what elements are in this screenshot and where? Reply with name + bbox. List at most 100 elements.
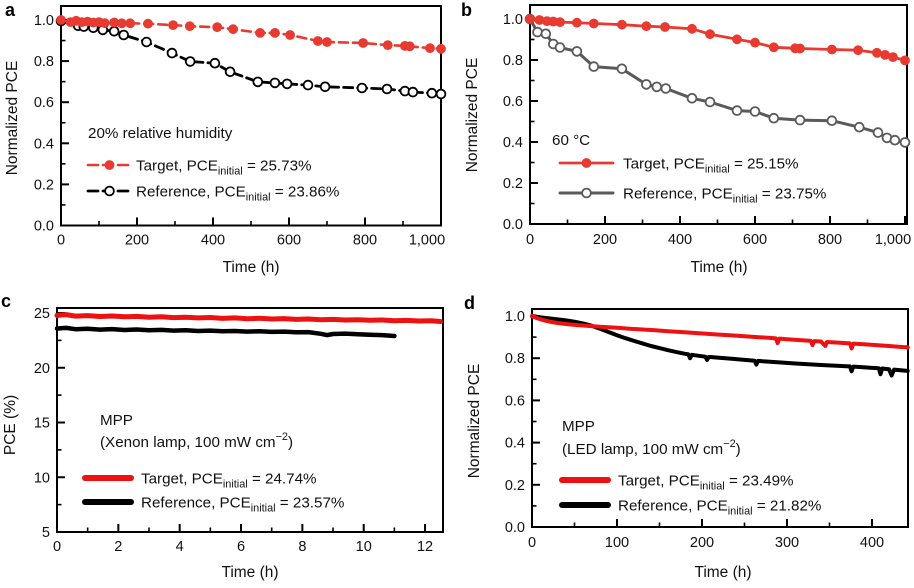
data-point-reference	[853, 121, 865, 133]
data-point-target	[705, 29, 715, 40]
panel-letter-c: c	[1, 291, 12, 311]
chart-a-svg: 0 200 400 600 800 1,000 0.0 0.2 0.4 0.6 0.8 1.0 Time…	[4, 5, 447, 276]
data-point-target	[641, 21, 652, 32]
x-tick-label: 8	[298, 539, 306, 555]
data-point-target	[143, 18, 153, 29]
y-tick-label: 0.6	[503, 94, 523, 110]
legend-marker-reference	[104, 185, 115, 197]
y-tick-label: 0.4	[503, 135, 523, 151]
x-axis-title: Time (h)	[694, 564, 751, 581]
data-point-target	[795, 43, 805, 54]
data-point-reference	[749, 106, 761, 117]
data-point-target	[617, 19, 627, 30]
chart-d-svg: 0 100 200 300 400 0.0 0.2 0.4 0.6 0.8 1.0 Time (h) N…	[466, 308, 910, 581]
data-point-target	[660, 22, 670, 32]
y-tick-label: 0.8	[503, 53, 523, 69]
annotation-text: MPP	[562, 418, 595, 435]
data-point-target	[184, 21, 195, 32]
x-tick-label: 10	[356, 539, 372, 555]
data-point-target	[436, 43, 446, 54]
annotation-text: (LED lamp, 100 mW cm−2)	[562, 438, 741, 458]
y-tick-label: 0.4	[34, 136, 54, 152]
chart-c-svg: 0 2 4 6 8 10 12 5 10 15 20 25 Time (h) PCE (%) MPP (Xen…	[2, 306, 444, 581]
series-line-reference	[530, 314, 910, 378]
y-tick-label: 5	[42, 525, 50, 541]
data-point-reference	[889, 134, 901, 146]
y-tick-label: 0.8	[34, 54, 54, 70]
data-point-reference	[118, 29, 129, 41]
data-point-reference	[426, 87, 438, 99]
data-point-target	[872, 47, 882, 58]
x-tick-label: 1,000	[875, 232, 911, 248]
x-tick-label: 1,000	[409, 233, 445, 249]
x-tick-label: 12	[417, 539, 433, 555]
data-point-reference	[686, 93, 698, 104]
data-point-reference	[641, 79, 652, 90]
data-point-reference	[731, 105, 743, 116]
y-tick-label: 0.2	[503, 176, 523, 192]
y-tick-label: 1.0	[34, 13, 54, 29]
x-tick-label: 200	[593, 232, 617, 248]
y-axis-title: PCE (%)	[2, 395, 19, 455]
axes-box	[56, 307, 444, 533]
legend-label-reference: Reference, PCEinitial = 21.82%	[618, 497, 821, 517]
panel-letter-b: b	[461, 0, 472, 20]
annotation-text: MPP	[100, 412, 133, 429]
x-tick-label: 0	[57, 233, 65, 249]
data-point-target	[525, 14, 535, 24]
data-point-reference	[356, 82, 368, 94]
series-line-reference	[54, 325, 397, 339]
x-axis-title: Time (h)	[222, 259, 279, 276]
y-tick-label: 25	[34, 306, 50, 322]
data-point-reference	[826, 115, 838, 126]
data-point-reference	[224, 66, 236, 78]
data-point-reference	[651, 81, 663, 93]
data-point-reference	[108, 25, 120, 37]
data-point-target	[827, 44, 837, 55]
data-point-target	[125, 18, 136, 29]
data-point-reference	[872, 127, 884, 138]
legend-label-reference: Reference, PCEinitial = 23.75%	[623, 185, 826, 205]
data-point-target	[382, 40, 393, 50]
data-point-target	[270, 28, 280, 38]
data-point-reference	[302, 79, 314, 91]
data-point-reference	[381, 83, 393, 95]
data-point-target	[313, 36, 323, 46]
legend-label-target: Target, PCEinitial = 25.15%	[623, 155, 799, 175]
data-point-reference	[540, 28, 552, 40]
data-point-reference	[141, 36, 152, 48]
data-point-reference	[571, 46, 583, 57]
y-tick-label: 15	[34, 416, 50, 432]
panel-c-chart: 0 2 4 6 8 10 12 5 10 15 20 25 Time (h) PCE (%) MPP (Xen…	[0, 290, 460, 588]
x-tick-label: 600	[277, 233, 301, 249]
data-point-target	[168, 20, 179, 31]
data-point-target	[99, 18, 110, 29]
y-tick-label: 0.6	[34, 95, 54, 111]
annotation-text: 60 °C	[552, 132, 590, 149]
data-point-target	[768, 42, 779, 53]
y-axis-title: Normalized PCE	[464, 58, 481, 173]
x-tick-label: 0	[528, 535, 536, 551]
y-tick-label: 10	[34, 470, 50, 486]
data-point-target	[404, 41, 415, 52]
data-point-target	[732, 34, 742, 45]
legend-marker-target	[104, 160, 115, 170]
y-tick-label: 1.0	[503, 12, 523, 28]
y-tick-label: 0.6	[505, 393, 525, 409]
data-point-reference	[704, 96, 716, 108]
x-tick-label: 6	[237, 539, 245, 555]
legend-marker-target	[581, 158, 592, 168]
data-point-target	[687, 23, 697, 34]
panel-a-chart: 0 200 400 600 800 1,000 0.0 0.2 0.4 0.6 0.8 1.0 Time…	[0, 0, 460, 290]
data-point-reference	[554, 42, 566, 53]
data-point-reference	[269, 77, 281, 89]
series-line-reference	[528, 17, 907, 144]
legend-label-reference: Reference, PCEinitial = 23.57%	[141, 494, 344, 514]
legend-label-target: Target, PCEinitial = 23.49%	[618, 472, 794, 492]
legend-label-target: Target, PCEinitial = 25.73%	[136, 157, 312, 177]
panel-letter-a: a	[5, 0, 16, 20]
axes-box	[529, 4, 908, 225]
chart-b-svg: 0 200 400 600 800 1,000 0.0 0.2 0.4 0.6 0.8 1.0 Time…	[464, 4, 911, 276]
x-tick-label: 0	[53, 539, 61, 555]
data-point-reference	[794, 114, 806, 126]
